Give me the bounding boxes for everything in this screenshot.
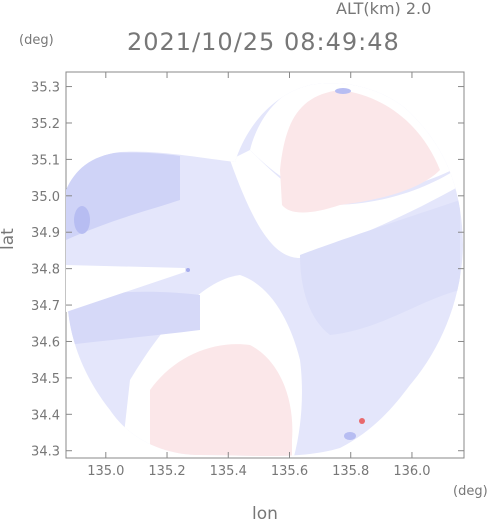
y-tick-label: 34.5 (31, 372, 60, 387)
receding-region-northeast (280, 90, 440, 213)
lat-unit-label: (deg) (19, 33, 54, 48)
x-axis-label: lon (252, 504, 278, 524)
y-tick-label: 34.7 (31, 299, 60, 314)
x-tick-label: 135.8 (332, 464, 369, 479)
y-tick-label: 35.1 (31, 153, 60, 168)
y-tick-label: 35.3 (31, 81, 60, 96)
y-tick-label: 34.9 (31, 226, 60, 241)
y-tick-label: 34.3 (31, 445, 60, 460)
y-axis-ticks: 34.3 34.4 34.5 34.6 34.7 34.8 34.9 35.0 35.1 35.2… (31, 81, 464, 460)
radar-site-marker (186, 268, 190, 272)
x-tick-label: 136.0 (393, 464, 430, 479)
lon-unit-label: (deg) (453, 484, 488, 499)
x-tick-label: 135.6 (271, 464, 308, 479)
x-axis-ticks: 135.0 135.2 135.4 135.6 135.8 136.0 (87, 72, 431, 479)
strong-approaching-spot-south (344, 432, 356, 440)
y-tick-label: 34.8 (31, 263, 60, 278)
zero-velocity-band-north (230, 150, 463, 258)
altitude-label: ALT(km) 2.0 (336, 0, 432, 18)
x-tick-label: 135.4 (210, 464, 247, 479)
beam-blockage-wedge (66, 265, 185, 312)
y-tick-label: 35.0 (31, 190, 60, 205)
approaching-region-west (66, 152, 180, 240)
y-tick-label: 34.6 (31, 335, 60, 350)
receding-region-southwest (150, 344, 293, 457)
x-tick-label: 135.2 (148, 464, 185, 479)
strong-receding-spot (359, 418, 365, 424)
y-tick-label: 34.4 (31, 408, 60, 423)
strong-approaching-spot-north (335, 88, 351, 94)
y-tick-label: 35.2 (31, 117, 60, 132)
approaching-region-southwest (66, 291, 200, 345)
timestamp-title: 2021/10/25 08:49:48 (127, 28, 400, 56)
strong-approaching-spot-west (74, 206, 90, 234)
x-tick-label: 135.0 (87, 464, 124, 479)
approaching-region-east (300, 200, 460, 335)
